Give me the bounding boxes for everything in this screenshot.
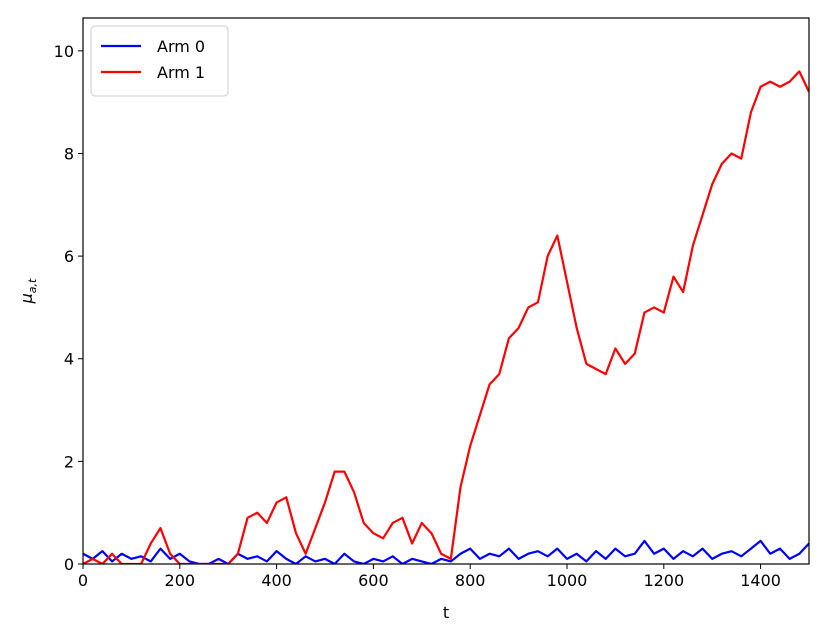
x-tick-label: 800 — [455, 571, 486, 590]
series-line — [83, 70, 809, 564]
y-tick-label: 6 — [64, 247, 74, 266]
y-tick-label: 10 — [54, 42, 74, 61]
x-tick-label: 400 — [261, 571, 292, 590]
x-tick-label: 1200 — [643, 571, 684, 590]
legend-label: Arm 0 — [157, 37, 205, 56]
legend-box — [90, 25, 229, 97]
y-tick-label: 8 — [64, 144, 74, 163]
x-tick-label: 0 — [78, 571, 88, 590]
y-tick-label: 4 — [64, 350, 74, 369]
y-label-sub: a,t — [26, 278, 39, 293]
x-tick-label: 1000 — [547, 571, 588, 590]
series-line — [83, 539, 809, 564]
y-tick-label: 2 — [64, 452, 74, 471]
x-tick-label: 200 — [165, 571, 196, 590]
x-tick-label: 600 — [358, 571, 389, 590]
x-tick-label: 1400 — [740, 571, 781, 590]
legend-label: Arm 1 — [157, 63, 205, 82]
x-axis-label: t — [443, 603, 449, 622]
y-tick-label: 0 — [64, 555, 74, 574]
y-axis-label: μa,t — [17, 278, 39, 304]
plot-frame — [82, 17, 810, 565]
y-label-main: μ — [17, 293, 36, 304]
